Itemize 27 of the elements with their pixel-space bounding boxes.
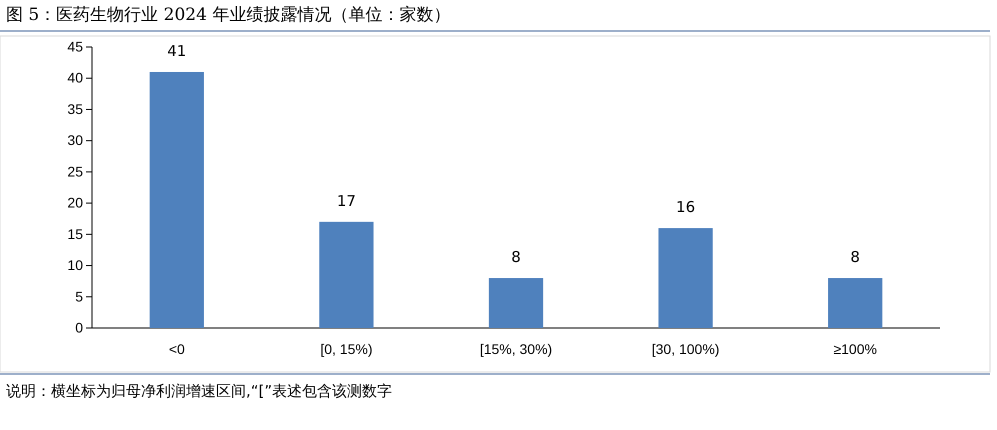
data-label: 8 [511,248,521,266]
x-tick-label: [30, 100%) [652,340,720,357]
bar [488,278,544,328]
y-tick-label: 15 [67,226,84,242]
bar [319,222,374,328]
data-label: 8 [850,248,860,266]
x-tick-label: [0, 15%) [320,340,372,357]
data-label: 16 [676,198,696,216]
y-tick-label: 25 [67,163,84,180]
text: 说明：横坐标为归母净利润增速区间,“[”表述包含该测数字 [6,382,392,400]
data-label: 17 [336,192,356,210]
data-label: 41 [167,42,186,60]
y-tick-label: 10 [67,257,84,274]
x-tick-label: ≥100% [833,340,877,357]
y-tick-label: 30 [67,132,84,148]
bar [828,278,882,328]
x-tick-label: [15%, 30%) [480,340,552,357]
y-tick-label: 5 [75,288,84,304]
y-tick-label: 20 [67,194,84,211]
y-tick-label: 40 [67,70,84,86]
chart-title: 图 5：医药生物行业 2024 年业绩披露情况（单位：家数） [6,5,450,25]
y-tick-label: 0 [75,319,84,336]
bar [658,228,713,328]
x-tick-label: <0 [168,340,185,357]
y-tick-label: 35 [67,100,84,117]
bar [150,72,204,328]
y-tick-label: 45 [67,38,84,54]
